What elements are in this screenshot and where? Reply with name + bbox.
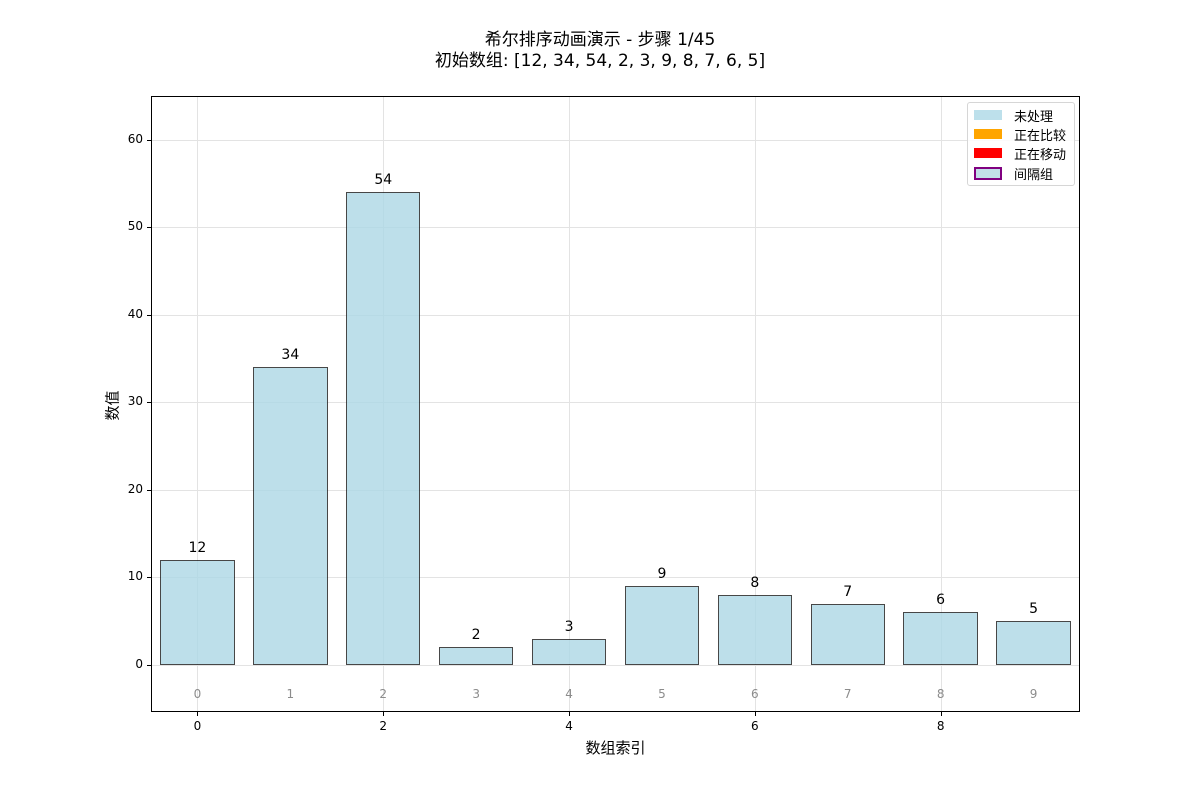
bar-value-label: 3 bbox=[564, 618, 574, 635]
gridline-horizontal bbox=[152, 402, 1079, 404]
y-tick-label: 20 bbox=[127, 481, 143, 496]
y-tick-mark bbox=[147, 577, 151, 579]
y-tick-mark bbox=[147, 489, 151, 491]
bar-value-label: 5 bbox=[1029, 601, 1038, 617]
bar-3 bbox=[438, 647, 514, 665]
bar-value-label: 34 bbox=[281, 347, 300, 364]
bar-index-label: 5 bbox=[658, 686, 666, 701]
bar-index-label: 0 bbox=[193, 686, 202, 701]
legend-item-comparing: 正在比较 bbox=[974, 126, 1067, 144]
y-tick-label: 40 bbox=[127, 306, 143, 321]
bar-7 bbox=[810, 603, 885, 665]
legend-swatch-gap-group bbox=[974, 166, 1002, 180]
legend-swatch-moving bbox=[974, 148, 1002, 158]
bar-5 bbox=[624, 586, 700, 665]
bar-9 bbox=[996, 621, 1071, 665]
bar-index-label: 9 bbox=[1029, 686, 1038, 701]
bar-index-label: 2 bbox=[379, 686, 388, 701]
gridline-vertical bbox=[940, 97, 942, 711]
bar-0 bbox=[160, 559, 235, 665]
bar-4 bbox=[531, 638, 607, 665]
legend: 未处理 正在比较 正在移动 间隔组 bbox=[967, 102, 1075, 186]
x-tick-mark bbox=[197, 712, 199, 716]
legend-label: 间隔组 bbox=[1014, 167, 1054, 183]
bar-1 bbox=[253, 367, 328, 665]
bar-value-label: 12 bbox=[188, 539, 207, 556]
y-tick-label: 10 bbox=[127, 569, 143, 584]
bar-index-label: 1 bbox=[286, 686, 295, 701]
x-tick-mark bbox=[754, 712, 756, 716]
gridline-horizontal bbox=[152, 227, 1079, 229]
legend-label: 正在移动 bbox=[1014, 147, 1067, 163]
bar-index-label: 7 bbox=[843, 686, 852, 701]
bar-2 bbox=[346, 192, 421, 665]
y-tick-mark bbox=[147, 402, 151, 404]
gridline-horizontal bbox=[152, 664, 1079, 666]
gridline-horizontal bbox=[152, 314, 1079, 316]
legend-item-unprocessed: 未处理 bbox=[974, 107, 1054, 125]
gridline-horizontal bbox=[152, 489, 1079, 491]
bar-value-label: 2 bbox=[471, 627, 481, 644]
x-tick-label: 4 bbox=[565, 719, 573, 733]
y-tick-mark bbox=[147, 227, 151, 229]
bar-index-label: 4 bbox=[565, 686, 573, 701]
legend-label: 正在比较 bbox=[1014, 128, 1067, 144]
y-tick-label: 30 bbox=[127, 394, 143, 409]
bar-value-label: 7 bbox=[843, 583, 853, 600]
gridline-vertical bbox=[197, 97, 199, 711]
x-axis-label: 数组索引 bbox=[585, 739, 646, 757]
bar-index-label: 8 bbox=[936, 686, 945, 701]
y-tick-mark bbox=[147, 314, 151, 316]
bar-value-label: 8 bbox=[750, 574, 760, 591]
x-tick-label: 0 bbox=[193, 719, 202, 733]
bar-8 bbox=[903, 612, 978, 665]
legend-item-gap-group: 间隔组 bbox=[974, 165, 1054, 183]
bar-value-label: 9 bbox=[657, 566, 667, 582]
bar-value-label: 54 bbox=[374, 172, 393, 189]
y-tick-mark bbox=[147, 139, 151, 141]
y-tick-mark bbox=[147, 664, 151, 666]
legend-label: 未处理 bbox=[1014, 109, 1054, 125]
gridline-vertical bbox=[754, 97, 756, 711]
x-tick-label: 6 bbox=[751, 719, 759, 733]
bar-value-label: 6 bbox=[936, 592, 946, 609]
chart-title-line1: 希尔排序动画演示 - 步骤 1/45 bbox=[484, 30, 716, 50]
gridline-horizontal bbox=[152, 139, 1079, 141]
bar-index-label: 6 bbox=[751, 686, 759, 701]
y-tick-label: 50 bbox=[127, 219, 143, 234]
x-tick-label: 2 bbox=[379, 719, 388, 733]
x-tick-label: 8 bbox=[936, 719, 945, 733]
gridline-horizontal bbox=[152, 577, 1079, 579]
legend-swatch-comparing bbox=[974, 129, 1002, 139]
legend-item-moving: 正在移动 bbox=[974, 145, 1067, 163]
x-tick-mark bbox=[940, 712, 942, 716]
y-tick-label: 0 bbox=[135, 656, 143, 671]
chart-title-line2: 初始数组: [12, 34, 54, 2, 3, 9, 8, 7, 6, 5] bbox=[434, 51, 766, 71]
legend-swatch-unprocessed bbox=[974, 110, 1002, 120]
gridline-vertical bbox=[569, 97, 571, 711]
x-tick-mark bbox=[569, 712, 571, 716]
x-tick-mark bbox=[383, 712, 385, 716]
bar-index-label: 3 bbox=[472, 686, 480, 701]
bar-6 bbox=[717, 594, 792, 665]
y-tick-label: 60 bbox=[127, 131, 143, 146]
